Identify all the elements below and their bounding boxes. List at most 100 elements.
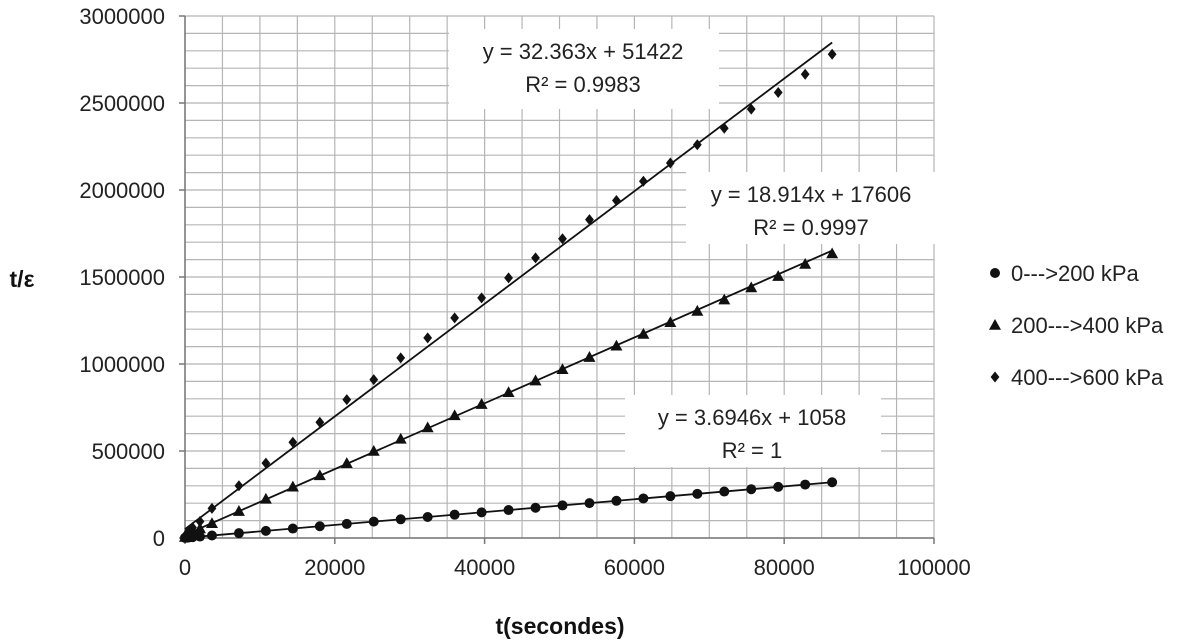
data-point — [259, 492, 272, 504]
legend-label: 400--->600 kPa — [1011, 365, 1164, 390]
y-axis-title: t/ε — [10, 266, 35, 292]
data-point — [773, 481, 784, 492]
data-point — [638, 175, 648, 187]
data-point — [287, 523, 298, 534]
data-point — [557, 500, 568, 511]
r-squared-label: R² = 0.9983 — [525, 72, 641, 97]
data-point — [286, 480, 299, 492]
data-point — [665, 157, 675, 169]
data-point — [638, 493, 649, 504]
data-point — [745, 281, 758, 293]
data-point — [772, 270, 785, 281]
data-point — [342, 394, 352, 406]
data-point — [260, 525, 271, 536]
data-point — [558, 233, 567, 245]
data-point — [503, 505, 514, 516]
legend-label: 0--->200 kPa — [1011, 261, 1140, 286]
data-point — [261, 457, 271, 469]
data-point — [232, 505, 245, 516]
data-point — [206, 530, 217, 541]
data-point — [315, 416, 325, 428]
y-tick-label: 1000000 — [79, 352, 165, 377]
axes: 0 20000 40000 60000 80000 1000000500000100000… — [79, 4, 970, 580]
equation-box — [686, 172, 936, 244]
data-point — [773, 87, 783, 99]
trendline-equation: y = 18.914x + 17606 — [711, 182, 912, 207]
y-tick-label: 3000000 — [79, 4, 165, 29]
x-tick-label: 20000 — [304, 555, 365, 580]
data-point — [665, 491, 676, 502]
data-points — [179, 48, 839, 543]
data-point — [504, 272, 513, 284]
x-tick-label: 0 — [179, 555, 191, 580]
data-point — [530, 502, 541, 513]
data-point — [394, 432, 407, 444]
data-point — [448, 409, 461, 421]
data-point — [207, 502, 217, 514]
data-point — [719, 122, 729, 134]
data-point — [612, 194, 621, 206]
equation-labels: y = 3.6946x + 1058 R² = 1 y = 18.914x + 17… — [449, 29, 936, 467]
legend-marker — [989, 319, 1001, 330]
x-tick-label: 80000 — [754, 555, 815, 580]
y-tick-label: 2500000 — [79, 91, 165, 116]
data-point — [194, 531, 205, 542]
data-point — [718, 293, 731, 305]
legend-marker — [990, 371, 1000, 383]
data-point — [450, 312, 460, 324]
data-point — [340, 457, 353, 468]
data-point — [368, 516, 379, 527]
data-point — [475, 398, 488, 409]
y-tick-label: 0 — [153, 526, 165, 551]
data-point — [610, 339, 623, 351]
data-point — [288, 436, 298, 448]
legend: 0--->200 kPa 200--->400 kPa 400--->600 kPa — [989, 261, 1164, 390]
r-squared-label: R² = 1 — [722, 438, 783, 463]
data-point — [583, 351, 596, 362]
data-point — [531, 252, 540, 264]
y-tick-label: 2000000 — [79, 178, 165, 203]
x-tick-label: 60000 — [604, 555, 665, 580]
data-point — [556, 363, 569, 375]
data-point — [367, 445, 380, 456]
data-point — [449, 509, 460, 520]
data-point — [827, 48, 837, 60]
data-point — [184, 525, 194, 537]
data-point — [423, 332, 433, 344]
y-tick-label: 1500000 — [79, 265, 165, 290]
data-point — [369, 374, 379, 386]
data-point — [233, 528, 244, 539]
data-point — [637, 327, 650, 339]
data-point — [188, 522, 197, 534]
x-tick-label: 100000 — [897, 555, 970, 580]
data-point — [692, 488, 703, 499]
data-point — [800, 68, 810, 80]
trendline-equation: y = 32.363x + 51422 — [483, 39, 684, 64]
data-point — [800, 479, 811, 490]
data-point — [314, 521, 325, 532]
y-tick-label: 500000 — [92, 439, 165, 464]
data-point — [421, 421, 434, 433]
data-point — [477, 292, 487, 304]
data-point — [234, 480, 244, 492]
data-point — [205, 517, 218, 529]
data-point — [396, 352, 406, 364]
data-point — [664, 316, 677, 328]
data-point — [341, 518, 352, 529]
data-point — [529, 374, 542, 386]
data-point — [692, 139, 702, 151]
data-point — [313, 469, 326, 481]
data-point — [422, 511, 433, 522]
data-point — [746, 103, 756, 115]
trendline-equation: y = 3.6946x + 1058 — [658, 405, 846, 430]
data-point — [585, 214, 594, 226]
legend-label: 200--->400 kPa — [1011, 313, 1164, 338]
x-tick-label: 40000 — [454, 555, 515, 580]
data-point — [826, 247, 839, 259]
data-point — [719, 486, 730, 497]
data-point — [584, 498, 595, 509]
equation-box — [449, 29, 719, 109]
data-point — [195, 515, 205, 527]
data-point — [611, 495, 622, 506]
